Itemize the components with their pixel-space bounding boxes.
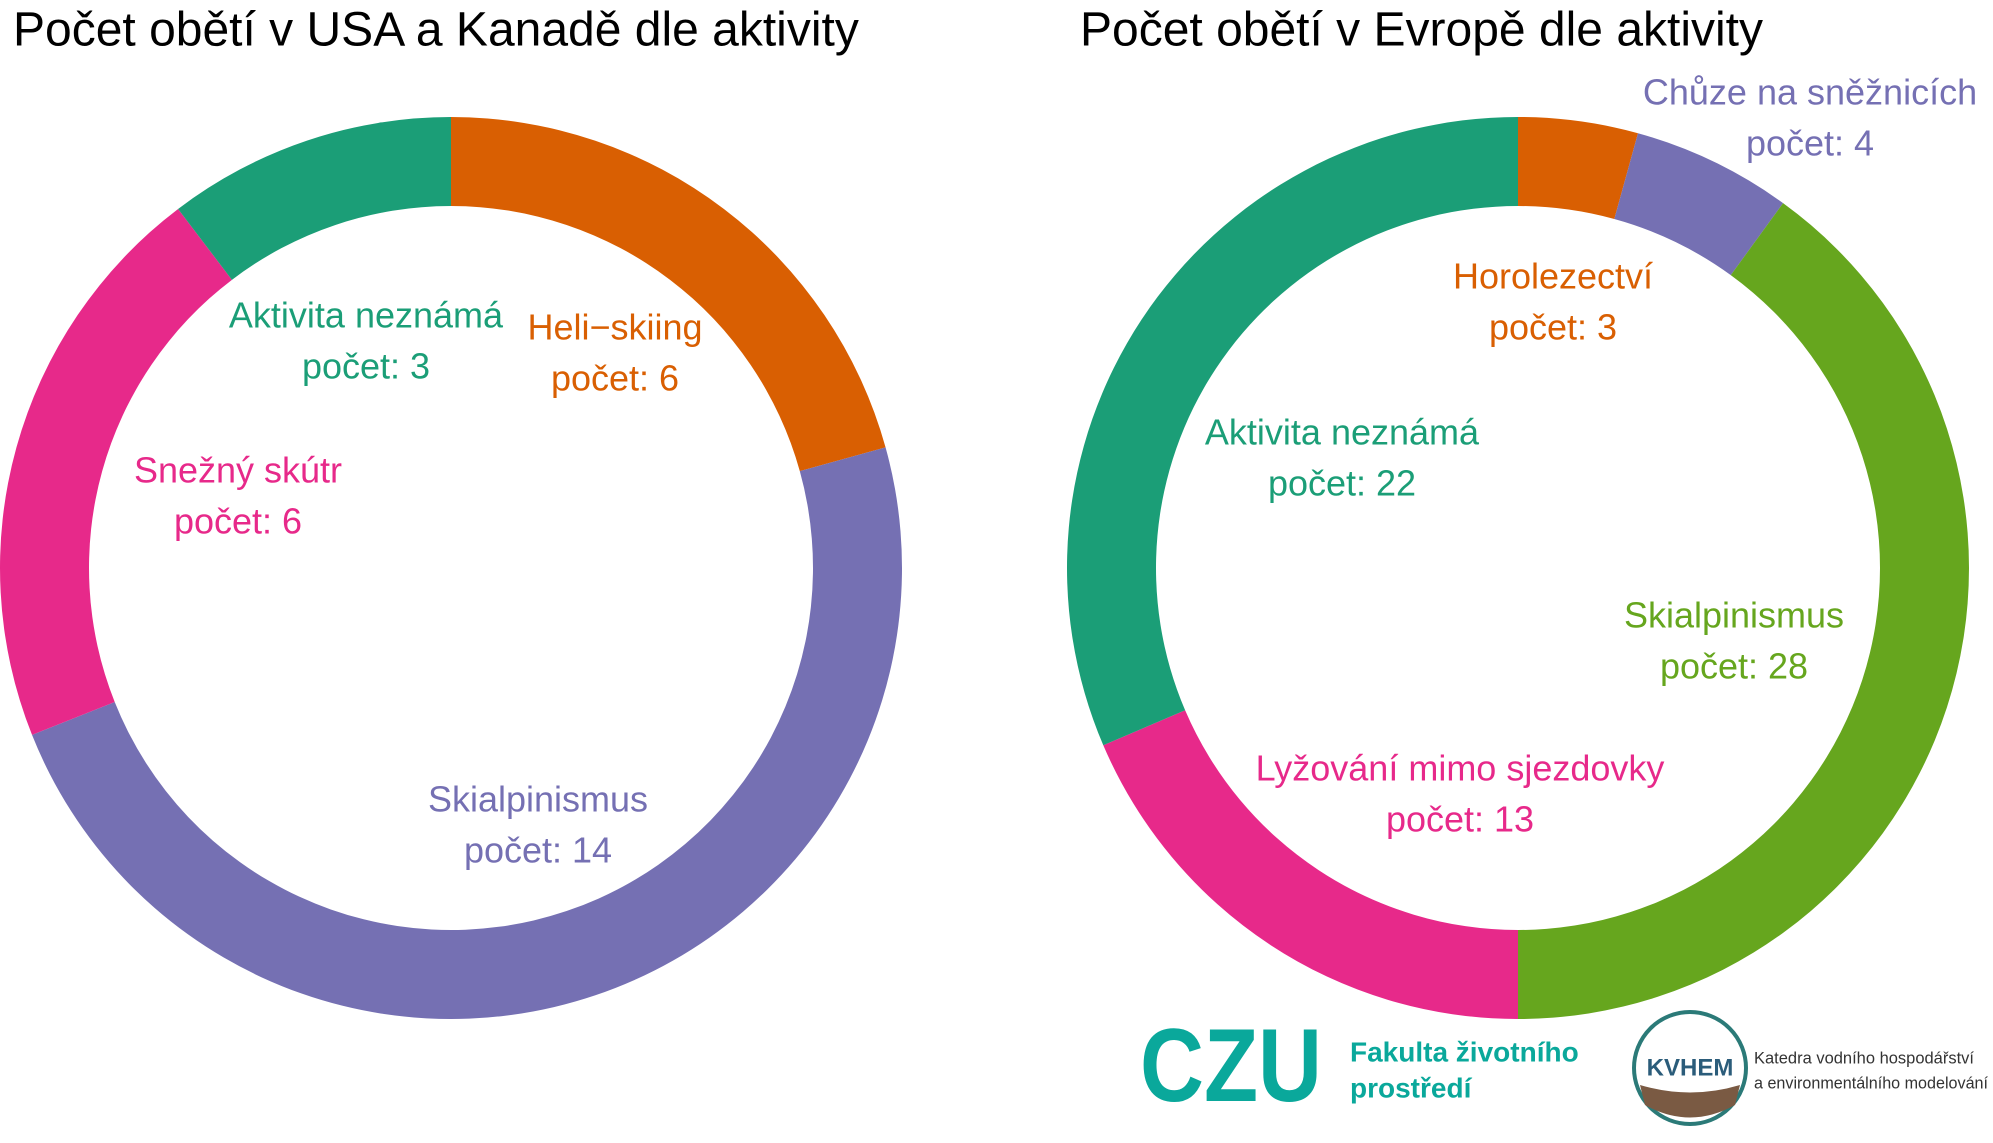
- segment-label: Snežný skútr: [134, 450, 342, 491]
- donut-segment: [1518, 117, 1638, 220]
- kvhem-text: KVHEM: [1647, 1055, 1734, 1082]
- segment-label: Skialpinismus: [1624, 595, 1844, 636]
- segment-label: Aktivita neznámá: [1205, 412, 1480, 453]
- donut-segment: [1103, 710, 1518, 1019]
- value-label: počet: 13: [1386, 799, 1534, 840]
- segment-label: Horolezectví: [1453, 256, 1653, 297]
- value-label: počet: 28: [1660, 646, 1808, 687]
- value-label: počet: 14: [464, 830, 612, 871]
- segment-label: Chůze na sněžnicích: [1643, 72, 1977, 113]
- donut-segment: [451, 117, 886, 472]
- donut-segment: [0, 208, 232, 735]
- value-label: počet: 3: [1489, 307, 1617, 348]
- segment-label: Aktivita neznámá: [229, 295, 504, 336]
- donut-segment: [1614, 133, 1784, 276]
- value-label: počet: 3: [302, 346, 430, 387]
- chart-title: Počet obětí v Evropě dle aktivity: [1080, 4, 1763, 57]
- donut-segment: [1067, 117, 1518, 746]
- segment-label: Lyžování mimo sjezdovky: [1256, 748, 1665, 789]
- value-label: počet: 4: [1746, 123, 1874, 164]
- donut-segment: [32, 447, 903, 1020]
- faculty-name: prostředí: [1350, 1073, 1473, 1104]
- value-label: počet: 6: [174, 501, 302, 542]
- segment-label: Heli−skiing: [527, 307, 702, 348]
- czu-logo: CZU Fakulta životního prostředí: [1140, 1008, 1579, 1124]
- czu-logo-text: CZU: [1140, 1008, 1322, 1124]
- department-name: a environmentálního modelování: [1754, 1074, 1988, 1093]
- value-label: počet: 22: [1268, 463, 1416, 504]
- department-name: Katedra vodního hospodářství: [1754, 1049, 1974, 1068]
- segment-label: Skialpinismus: [428, 779, 648, 820]
- faculty-name: Fakulta životního: [1350, 1037, 1579, 1068]
- value-label: počet: 6: [551, 358, 679, 399]
- donut-segment: [178, 117, 452, 280]
- kvhem-soil: [1640, 1085, 1740, 1118]
- donut-segment: [1518, 203, 1969, 1020]
- chart-title: Počet obětí v USA a Kanadě dle aktivity: [13, 4, 859, 57]
- kvhem-logo: KVHEM Katedra vodního hospodářství a env…: [1632, 1010, 1988, 1126]
